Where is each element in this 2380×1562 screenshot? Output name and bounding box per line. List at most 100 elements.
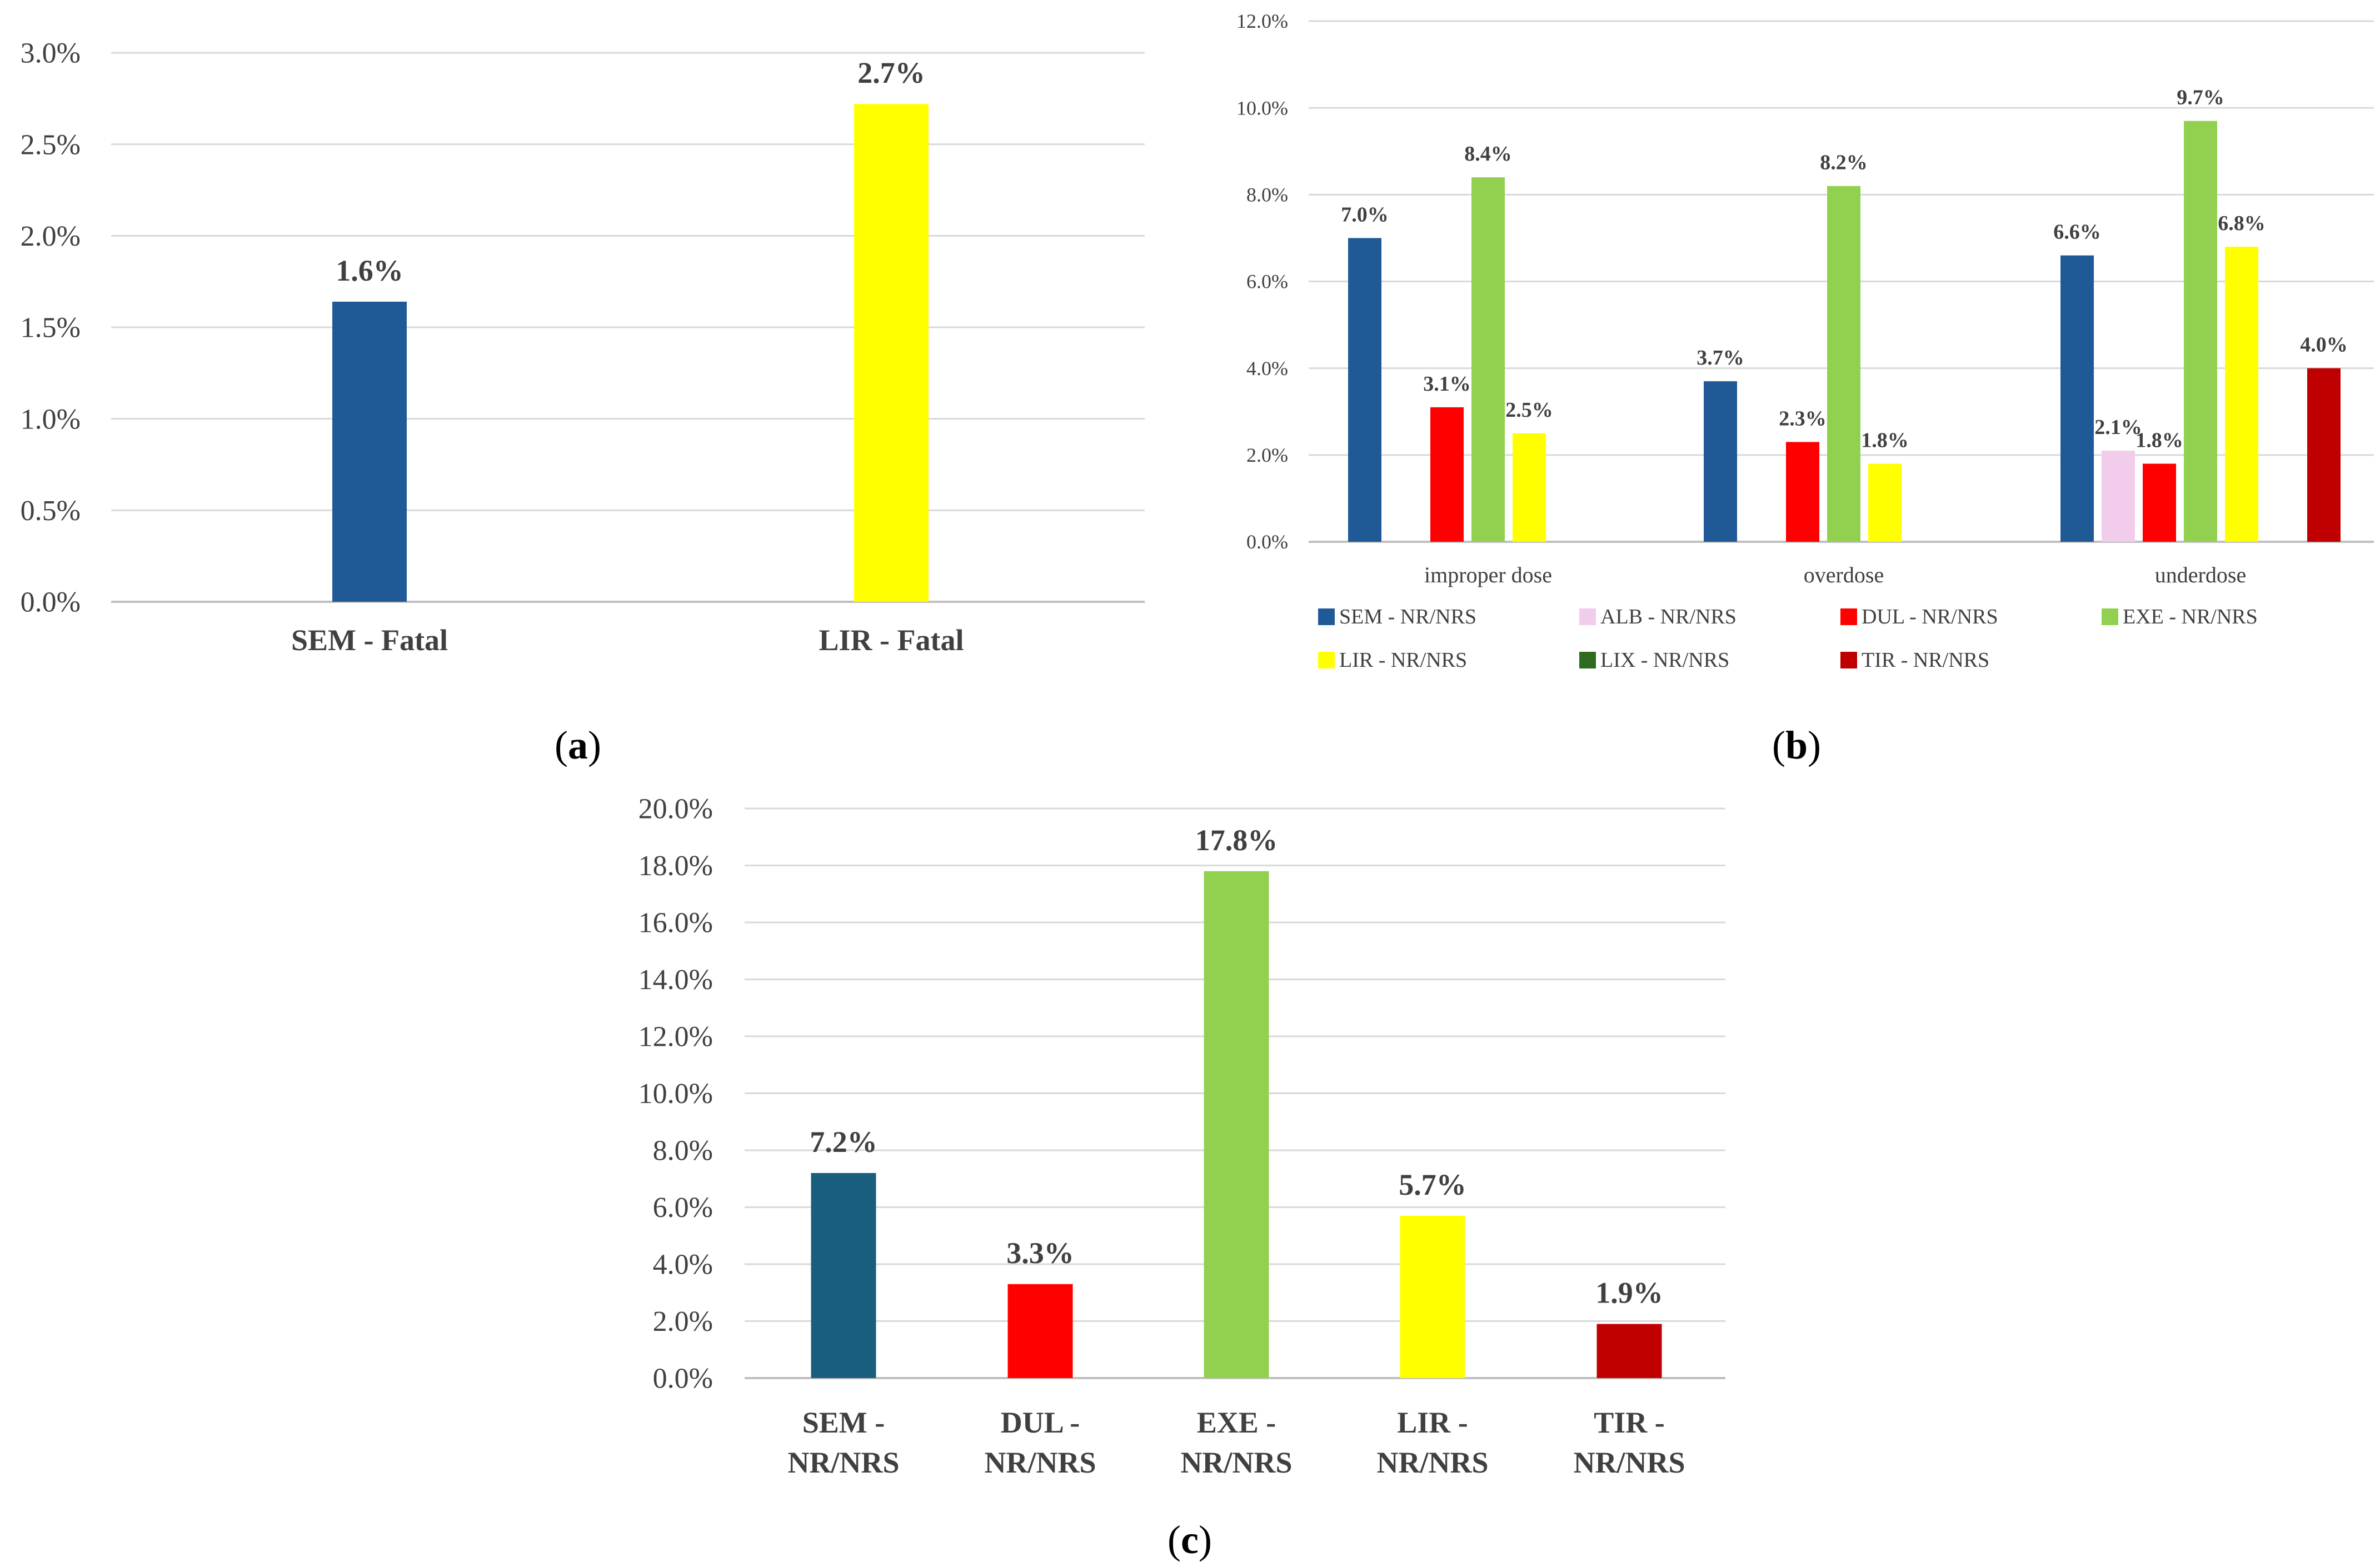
chart-a-data-label: 1.6% bbox=[336, 254, 403, 287]
chart-c-bar bbox=[1204, 871, 1269, 1378]
chart-c-data-label: 1.9% bbox=[1595, 1276, 1663, 1310]
chart-c-category-label: NR/NRS bbox=[1376, 1446, 1488, 1479]
chart-b-bar bbox=[2060, 255, 2094, 542]
chart-a-bar bbox=[854, 104, 929, 602]
chart-c-category-label: NR/NRS bbox=[787, 1446, 899, 1479]
chart-b-y-tick-label: 12.0% bbox=[1236, 10, 1288, 32]
chart-b-data-label: 2.5% bbox=[1505, 398, 1553, 422]
chart-b-y-tick-label: 2.0% bbox=[1246, 444, 1288, 466]
chart-c-panel-label: (c) bbox=[1167, 1518, 1212, 1562]
chart-c-bar bbox=[811, 1173, 876, 1378]
chart-c-y-tick-label: 14.0% bbox=[638, 964, 713, 996]
chart-b-legend-label: LIR - NR/NRS bbox=[1339, 648, 1467, 672]
chart-a-y-tick-label: 1.5% bbox=[21, 312, 81, 344]
chart-b-data-label: 9.7% bbox=[2177, 86, 2224, 109]
chart-b-bar bbox=[2143, 463, 2176, 542]
chart-b-bar bbox=[2184, 121, 2217, 542]
chart-b-legend-label: SEM - NR/NRS bbox=[1339, 605, 1476, 628]
chart-b-legend-swatch bbox=[1579, 608, 1596, 625]
chart-c-category-label: NR/NRS bbox=[1180, 1446, 1292, 1479]
chart-b-data-label: 2.3% bbox=[1779, 407, 1827, 430]
chart-c-y-tick-label: 10.0% bbox=[638, 1078, 713, 1110]
chart-c-category-label: NR/NRS bbox=[984, 1446, 1096, 1479]
chart-b-legend-swatch bbox=[1579, 652, 1596, 668]
chart-c-data-label: 3.3% bbox=[1006, 1236, 1074, 1270]
chart-a-y-tick-label: 3.0% bbox=[21, 38, 81, 69]
chart-c-bar bbox=[1596, 1324, 1662, 1378]
chart-c: 0.0% 2.0% 4.0% 6.0% 8.0% 10.0% 12.0% 14.0% 16.0%… bbox=[638, 794, 1725, 1562]
chart-c-y-tick-label: 0.0% bbox=[653, 1363, 713, 1395]
chart-b-data-label: 6.6% bbox=[2053, 221, 2101, 244]
chart-b-y-tick-label: 8.0% bbox=[1246, 184, 1288, 206]
chart-b: 0.0% 2.0% 4.0% 6.0% 8.0% 10.0% 12.0% 7.0% 3.1% 8.… bbox=[1236, 10, 2374, 767]
chart-b-data-label: 4.0% bbox=[2300, 333, 2348, 357]
chart-b-data-label: 6.8% bbox=[2218, 212, 2266, 235]
chart-b-data-label: 3.7% bbox=[1697, 346, 1744, 370]
chart-a-y-tick-label: 0.0% bbox=[21, 587, 81, 618]
chart-b-y-tick-label: 4.0% bbox=[1246, 357, 1288, 380]
chart-b-legend-swatch bbox=[2102, 608, 2118, 625]
chart-b-data-label: 8.4% bbox=[1464, 142, 1512, 166]
chart-b-bar bbox=[1704, 381, 1737, 542]
chart-b-category-label: underdose bbox=[2155, 562, 2246, 587]
chart-c-y-tick-label: 20.0% bbox=[638, 794, 713, 825]
chart-c-y-tick-label: 12.0% bbox=[638, 1021, 713, 1053]
chart-b-data-label: 1.8% bbox=[2135, 428, 2183, 452]
chart-b-bar bbox=[1827, 186, 1860, 542]
chart-c-y-tick-label: 6.0% bbox=[653, 1192, 713, 1224]
chart-b-data-label: 7.0% bbox=[1341, 203, 1389, 226]
chart-b-legend-swatch bbox=[1840, 608, 1857, 625]
chart-a-y-tick-label: 0.5% bbox=[21, 495, 81, 527]
chart-a-panel-label: (a) bbox=[555, 723, 601, 767]
chart-c-category-label: NR/NRS bbox=[1573, 1446, 1685, 1479]
chart-c-y-tick-label: 4.0% bbox=[653, 1249, 713, 1281]
chart-b-bar bbox=[1348, 238, 1381, 542]
chart-b-legend-swatch bbox=[1318, 652, 1335, 668]
chart-b-y-tick-label: 6.0% bbox=[1246, 271, 1288, 293]
chart-b-y-tick-label: 0.0% bbox=[1246, 531, 1288, 553]
chart-b-category-label: overdose bbox=[1804, 562, 1884, 587]
chart-b-bar bbox=[2102, 451, 2135, 542]
chart-b-bar bbox=[1513, 433, 1546, 542]
chart-c-category-label: EXE - bbox=[1197, 1406, 1276, 1439]
chart-c-category-label: LIR - bbox=[1397, 1406, 1468, 1439]
chart-c-bar bbox=[1007, 1284, 1073, 1378]
chart-b-legend-label: LIX - NR/NRS bbox=[1600, 648, 1729, 672]
chart-c-y-tick-label: 18.0% bbox=[638, 850, 713, 882]
chart-c-data-label: 7.2% bbox=[810, 1125, 877, 1159]
chart-b-data-label: 8.2% bbox=[1820, 151, 1868, 174]
chart-a-category-label: SEM - Fatal bbox=[291, 623, 448, 657]
chart-b-legend-swatch bbox=[1840, 652, 1857, 668]
chart-a-y-tick-label: 2.5% bbox=[21, 129, 81, 161]
chart-a: 0.0% 0.5% 1.0% 1.5% 2.0% 2.5% 3.0% 1.6% SEM - Fa… bbox=[21, 38, 1145, 767]
chart-b-bar bbox=[2307, 368, 2341, 542]
chart-b-data-label: 1.8% bbox=[1861, 428, 1909, 452]
chart-b-panel-label: (b) bbox=[1772, 723, 1821, 767]
chart-b-legend-swatch bbox=[1318, 608, 1335, 625]
chart-a-bar bbox=[332, 301, 407, 602]
chart-b-bar bbox=[1471, 177, 1505, 542]
chart-b-bar bbox=[1868, 463, 1902, 542]
chart-c-y-tick-label: 8.0% bbox=[653, 1135, 713, 1167]
chart-b-data-label: 3.1% bbox=[1423, 372, 1471, 396]
chart-a-y-tick-label: 2.0% bbox=[21, 221, 81, 252]
chart-c-bar bbox=[1400, 1215, 1465, 1378]
chart-c-category-label: TIR - bbox=[1594, 1406, 1665, 1439]
chart-b-bar bbox=[1786, 442, 1819, 542]
chart-b-y-tick-label: 10.0% bbox=[1236, 97, 1288, 119]
chart-b-bar bbox=[1430, 407, 1464, 542]
chart-c-data-label: 17.8% bbox=[1195, 824, 1278, 857]
chart-b-bar bbox=[2225, 247, 2258, 542]
chart-b-legend-label: TIR - NR/NRS bbox=[1862, 648, 1989, 672]
chart-a-data-label: 2.7% bbox=[857, 56, 925, 89]
chart-b-category-label: improper dose bbox=[1424, 562, 1552, 587]
chart-b-legend-label: EXE - NR/NRS bbox=[2123, 605, 2258, 628]
chart-c-data-label: 5.7% bbox=[1399, 1168, 1466, 1201]
chart-a-category-label: LIR - Fatal bbox=[819, 623, 964, 657]
chart-c-y-tick-label: 2.0% bbox=[653, 1306, 713, 1338]
chart-c-category-label: DUL - bbox=[1001, 1406, 1080, 1439]
chart-b-legend-label: DUL - NR/NRS bbox=[1862, 605, 1998, 628]
chart-c-category-label: SEM - bbox=[802, 1406, 885, 1439]
